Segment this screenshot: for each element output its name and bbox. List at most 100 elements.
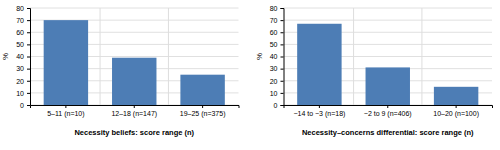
tick: 50 [270,41,284,48]
tick-mark [27,20,30,21]
bars [297,24,478,105]
tick-mark [27,8,30,9]
tick-mark [281,81,284,82]
tick-label: 80 [270,5,278,12]
panel: −14 to −3 (n=18) −2 to 9 (n=406) 10–20 (n=… [255,5,493,137]
tick-mark [281,93,284,94]
tick-label: 20 [16,77,24,84]
tick-label: 40 [270,53,278,60]
tick-mark [281,8,284,9]
tick-mark [27,32,30,33]
divider [353,8,354,105]
tick-label: 40 [16,53,24,60]
axis-line [281,9,285,106]
y-axis-title: % [255,53,264,60]
tick: 70 [16,17,30,24]
tick-mark [319,105,320,108]
bar [180,75,224,105]
x-axis: −14 to −3 (n=18) −2 to 9 (n=406) 10–20 (n=… [284,105,493,118]
tick-label: 5–11 (n=10) [47,110,84,118]
tick-label: 10 [270,90,278,97]
bar [112,58,156,105]
axis-line [27,9,31,106]
tick-label: 19–25 (n=375) [180,110,226,118]
tick: 10 [270,90,284,97]
tick: 20 [16,77,30,84]
x-axis: 5–11 (n=10) 12–18 (n=147) 19–25 (n=375) [31,105,240,118]
y-axis: 0 10 20 30 40 50 60 70 80 [16,5,30,109]
tick-mark [281,69,284,70]
tick-label: 0 [274,102,278,109]
tick-label: 10–20 (n=100) [433,110,479,118]
divider [421,8,422,105]
tick-label: 80 [16,5,24,12]
tick-mark [281,32,284,33]
tick: 60 [270,29,284,36]
divider [100,8,101,105]
tick-mark [281,57,284,58]
tick: 5–11 (n=10) [47,105,84,118]
tick-mark [27,105,30,106]
tick: 60 [16,29,30,36]
tick-label: 0 [20,102,24,109]
tick: 10 [16,90,30,97]
bar [366,67,410,105]
tick-label: −2 to 9 (n=406) [364,110,412,118]
tick-mark [134,105,135,108]
tick-label: 70 [270,17,278,24]
grid-line [284,20,493,21]
tick: 40 [270,53,284,60]
tick-label: 20 [270,77,278,84]
grid-line [30,8,239,9]
tick: 0 [274,102,284,109]
tick-label: 70 [16,17,24,24]
tick-label: −14 to −3 (n=18) [293,110,345,118]
tick: 12–18 (n=147) [111,105,157,118]
y-axis: 0 10 20 30 40 50 60 70 80 [270,5,284,109]
tick-mark [65,105,66,108]
tick-mark [27,69,30,70]
tick-mark [281,44,284,45]
tick: −2 to 9 (n=406) [364,105,412,118]
bar [434,87,478,105]
tick-mark [27,57,30,58]
tick-mark [281,105,284,106]
divider [168,8,169,105]
panel: 5–11 (n=10) 12–18 (n=147) 19–25 (n=375) 0 10… [1,5,239,137]
tick-label: 50 [16,41,24,48]
tick: 30 [270,65,284,72]
y-axis-title: % [1,53,10,60]
tick-label: 60 [270,29,278,36]
dividers [354,8,422,105]
tick: 80 [16,5,30,12]
tick: 70 [270,17,284,24]
bars [44,20,225,105]
tick-label: 10 [16,90,24,97]
tick-mark [27,44,30,45]
x-axis-title: Necessity–concerns differential: score r… [302,128,474,137]
tick-label: 30 [270,65,278,72]
chart-svg: 5–11 (n=10) 12–18 (n=147) 19–25 (n=375) 0 10… [0,0,500,150]
tick-mark [281,20,284,21]
tick-label: 60 [16,29,24,36]
tick: 0 [20,102,30,109]
bar [44,20,88,105]
axis-line [31,106,240,109]
dividers [100,8,168,105]
tick-label: 30 [16,65,24,72]
tick: 10–20 (n=100) [433,105,479,118]
tick-mark [387,105,388,108]
axis-line [284,106,493,109]
tick-label: 50 [270,41,278,48]
tick: 80 [270,5,284,12]
tick: 40 [16,53,30,60]
tick: 20 [270,77,284,84]
grid-line [284,8,493,9]
tick: 30 [16,65,30,72]
tick-mark [202,105,203,108]
tick: 19–25 (n=375) [180,105,226,118]
grid [284,8,493,105]
grid [30,8,239,105]
tick-mark [27,81,30,82]
tick-mark [27,93,30,94]
